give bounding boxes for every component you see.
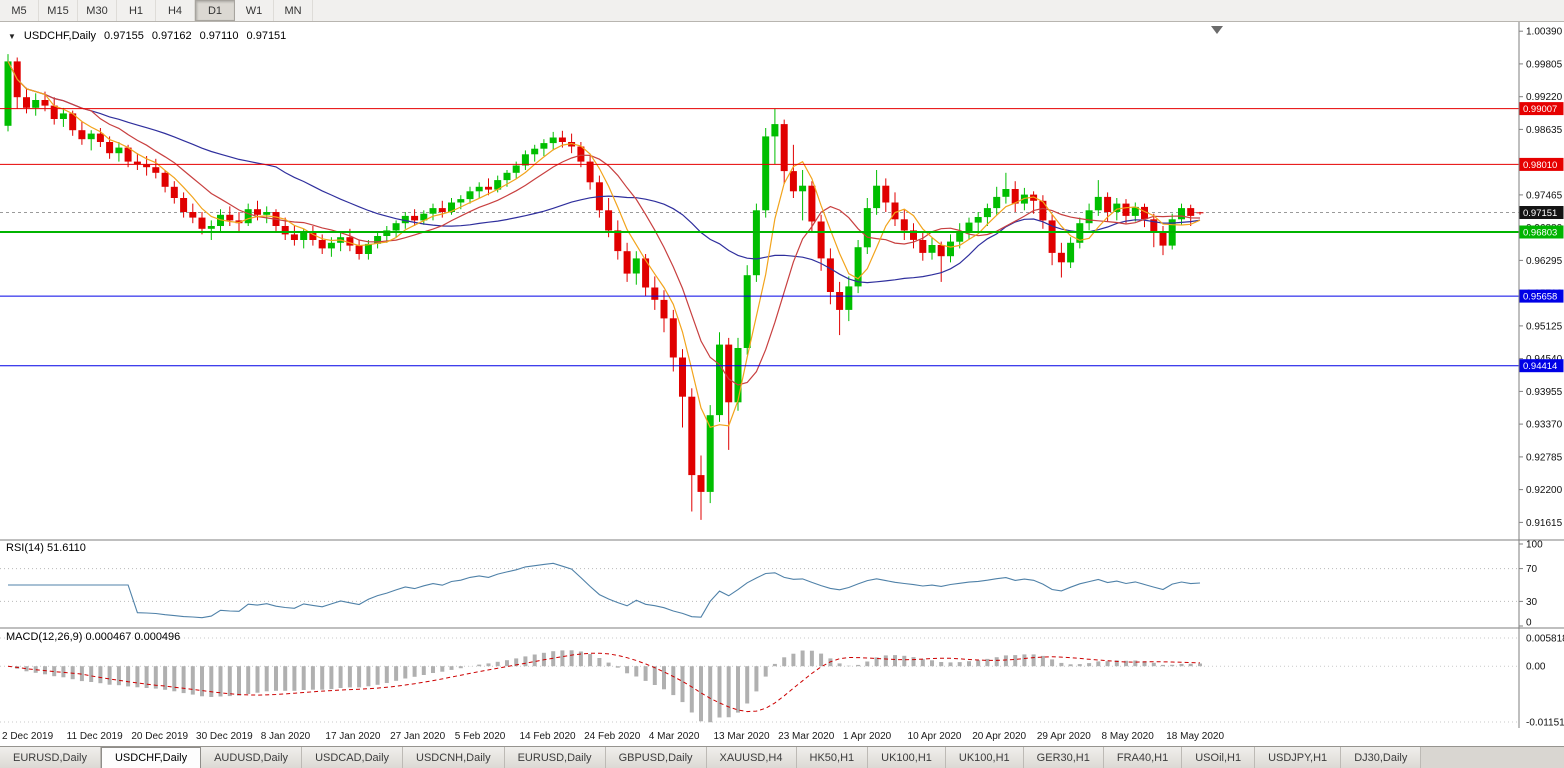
ma-line-30 [7,61,1201,284]
time-axis-label: 27 Jan 2020 [390,731,446,742]
time-axis-label: 8 Jan 2020 [260,731,311,742]
moving-average-lines [7,61,1201,429]
time-axis-label: 13 Mar 2020 [713,731,770,742]
price-badge-0.95658: 0.95658 [1519,289,1564,303]
svg-text:0.93370: 0.93370 [1526,420,1563,431]
svg-text:0.95125: 0.95125 [1526,321,1563,332]
chart-tab-usdjpy-h1[interactable]: USDJPY,H1 [1255,747,1342,768]
svg-text:0: 0 [1526,618,1532,629]
svg-text:100: 100 [1526,540,1543,551]
svg-text:0.00: 0.00 [1526,662,1546,673]
chart-tab-xauusd-h4[interactable]: XAUUSD,H4 [706,747,797,768]
timeframe-button-m5[interactable]: M5 [0,0,39,21]
svg-text:0.93955: 0.93955 [1526,387,1563,398]
svg-text:70: 70 [1526,564,1538,575]
chart-tab-gbpusd-daily[interactable]: GBPUSD,Daily [605,747,707,768]
time-axis-label: 30 Dec 2019 [196,731,253,742]
time-axis[interactable]: 2 Dec 2019 11 Dec 2019 20 Dec 2019 30 Dec 2… [0,728,1564,746]
timeframe-button-m15[interactable]: M15 [39,0,78,21]
svg-text:0.98635: 0.98635 [1526,125,1563,136]
chart-tab-usdcad-daily[interactable]: USDCAD,Daily [302,747,404,768]
price-badge-0.98010: 0.98010 [1519,157,1564,171]
timeframe-button-w1[interactable]: W1 [235,0,274,21]
price-badge-0.94414: 0.94414 [1519,359,1564,373]
price-badge-0.96803: 0.96803 [1519,225,1564,239]
svg-text:0.99007: 0.99007 [1523,104,1557,115]
chart-tab-fra40-h1[interactable]: FRA40,H1 [1103,747,1183,768]
time-axis-label: 29 Apr 2020 [1036,731,1091,742]
chart-shift-marker-icon[interactable] [1211,26,1223,34]
rsi-line [8,562,1201,619]
svg-text:0.99805: 0.99805 [1526,59,1563,70]
chart-tab-usoil-h1[interactable]: USOil,H1 [1182,747,1256,768]
svg-text:0.98010: 0.98010 [1523,160,1557,171]
time-axis-label: 2 Dec 2019 [2,731,54,742]
chart-tab-audusd-daily[interactable]: AUDUSD,Daily [201,747,303,768]
time-axis-label: 17 Jan 2020 [325,731,381,742]
chart-tab-hk50-h1[interactable]: HK50,H1 [796,747,869,768]
macd-panel: 0.005818 0.00 -0.011514 [0,634,1564,729]
chart-tab-usdcnh-daily[interactable]: USDCNH,Daily [403,747,505,768]
svg-text:0.92200: 0.92200 [1526,485,1563,496]
svg-text:0.97151: 0.97151 [1523,208,1557,219]
chart-tab-eurusd-daily[interactable]: EURUSD,Daily [0,747,101,768]
svg-text:0.91615: 0.91615 [1526,518,1563,529]
price-badge-0.99007: 0.99007 [1519,102,1564,116]
svg-text:0.005818: 0.005818 [1526,634,1564,645]
time-axis-label: 24 Feb 2020 [584,731,641,742]
time-axis-label: 20 Apr 2020 [972,731,1027,742]
time-axis-label: 18 May 2020 [1166,731,1225,742]
time-axis-label: 20 Dec 2019 [131,731,189,742]
time-axis-label: 10 Apr 2020 [907,731,962,742]
chart-tab-ger30-h1[interactable]: GER30,H1 [1023,747,1104,768]
time-axis-label: 4 Mar 2020 [648,731,700,742]
time-axis-label: 5 Feb 2020 [454,731,506,742]
chart-tab-dj30-daily[interactable]: DJ30,Daily [1341,747,1422,768]
ma-line-10 [7,61,1201,386]
svg-text:0.95658: 0.95658 [1523,292,1557,303]
timeframe-button-h1[interactable]: H1 [117,0,156,21]
timeframe-button-d1[interactable]: D1 [195,0,235,21]
svg-text:0.96803: 0.96803 [1523,228,1557,239]
timeframe-button-h4[interactable]: H4 [156,0,195,21]
candles-layer [4,54,1204,520]
svg-text:1.00390: 1.00390 [1526,27,1563,38]
time-axis-label: 1 Apr 2020 [842,731,892,742]
time-axis-label: 11 Dec 2019 [66,731,123,742]
svg-text:-0.011514: -0.011514 [1526,718,1564,729]
chart-window[interactable]: 1.003900.998050.992200.986350.980500.974… [0,22,1564,728]
timeframe-button-m30[interactable]: M30 [78,0,117,21]
rsi-panel: 100 70 30 0 [0,540,1543,629]
macd-histogram [15,650,1202,723]
price-chart-canvas[interactable]: 1.003900.998050.992200.986350.980500.974… [0,22,1564,728]
chart-tab-usdchf-daily[interactable]: USDCHF,Daily [100,747,202,768]
svg-text:0.92785: 0.92785 [1526,452,1563,463]
timeframe-button-mn[interactable]: MN [274,0,313,21]
timeframe-toolbar: M5 M15 M30 H1 H4 D1 W1 MN [0,0,1564,22]
chart-tab-eurusd-daily[interactable]: EURUSD,Daily [504,747,606,768]
time-axis-label: 14 Feb 2020 [519,731,576,742]
chart-tab-uk100-h1[interactable]: UK100,H1 [945,747,1024,768]
time-axis-label: 8 May 2020 [1101,731,1154,742]
svg-text:0.99220: 0.99220 [1526,92,1563,103]
chart-tab-uk100-h1[interactable]: UK100,H1 [868,747,946,768]
svg-text:30: 30 [1526,597,1538,608]
time-axis-label: 23 Mar 2020 [778,731,835,742]
ma-line-5 [7,61,1201,429]
svg-text:0.94414: 0.94414 [1523,361,1557,372]
horizontal-lines[interactable] [0,108,1519,367]
svg-text:0.97465: 0.97465 [1526,190,1563,201]
chart-tab-bar: EURUSD,Daily USDCHF,Daily AUDUSD,Daily USDC… [0,746,1564,768]
price-axis-background[interactable] [1519,22,1564,728]
price-badge-0.97151: 0.97151 [1519,206,1564,219]
svg-text:0.96295: 0.96295 [1526,256,1563,267]
